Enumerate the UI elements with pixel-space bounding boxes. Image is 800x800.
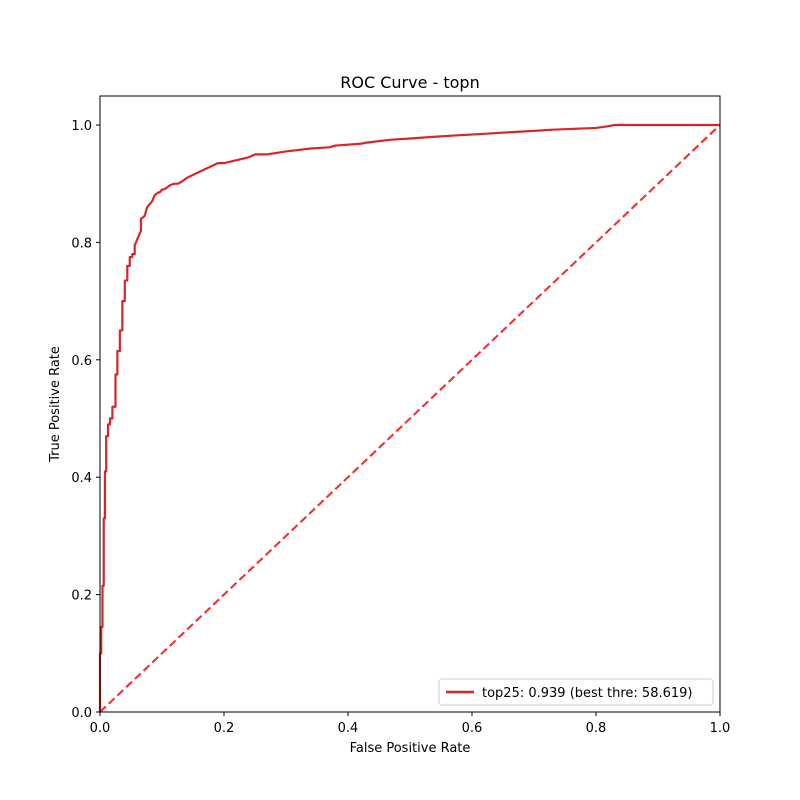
axes-frame bbox=[99, 95, 721, 713]
y-axis-ticks: 0.0 0.2 0.4 0.6 0.8 1.0 bbox=[71, 119, 100, 721]
x-tick-label: 0.2 bbox=[214, 721, 235, 736]
x-axis-ticks: 0.0 0.2 0.4 0.6 0.8 1.0 bbox=[90, 712, 731, 736]
plot-area bbox=[98, 95, 721, 713]
x-tick-label: 0.8 bbox=[586, 721, 607, 736]
legend: top25: 0.939 (best thre: 58.619) bbox=[438, 678, 714, 706]
y-axis-label: True Positive Rate bbox=[48, 346, 63, 463]
chance-diagonal-line bbox=[99, 124, 721, 713]
y-tick-label: 0.2 bbox=[71, 589, 92, 604]
x-axis-label: False Positive Rate bbox=[350, 741, 471, 756]
series-layer bbox=[98, 123, 721, 713]
x-tick-label: 1.0 bbox=[710, 721, 731, 736]
y-tick-label: 0.0 bbox=[71, 706, 92, 721]
legend-box bbox=[438, 678, 714, 706]
y-tick-label: 0.4 bbox=[71, 471, 92, 486]
y-tick-label: 1.0 bbox=[71, 119, 92, 134]
x-tick-label: 0.0 bbox=[90, 721, 111, 736]
roc-curve-line bbox=[98, 123, 720, 712]
y-tick-label: 0.6 bbox=[71, 354, 92, 369]
y-tick-label: 0.8 bbox=[71, 236, 92, 251]
x-tick-label: 0.4 bbox=[338, 721, 359, 736]
chart-title: ROC Curve - topn bbox=[340, 73, 479, 92]
legend-label: top25: 0.939 (best thre: 58.619) bbox=[482, 686, 693, 701]
plot-background bbox=[100, 96, 720, 712]
x-tick-label: 0.6 bbox=[462, 721, 483, 736]
